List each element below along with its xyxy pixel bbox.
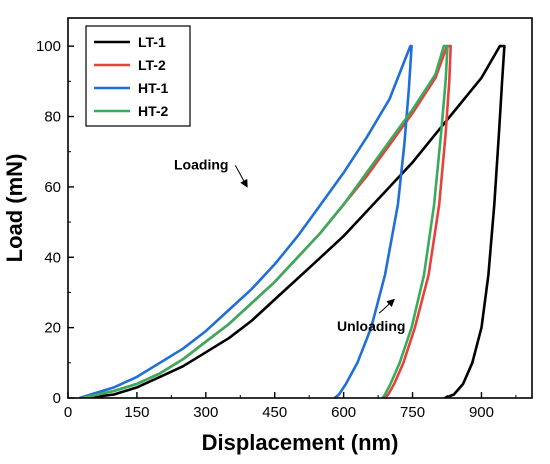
x-tick-label: 0 xyxy=(64,404,72,421)
annotation-label: Unloading xyxy=(337,318,405,334)
y-tick-label: 80 xyxy=(44,109,61,126)
x-tick-label: 750 xyxy=(400,404,425,421)
annotations: Loading Unloading xyxy=(174,156,405,334)
y-tick-label: 20 xyxy=(44,320,61,337)
annotation-label: Loading xyxy=(174,156,228,172)
plot-area xyxy=(79,44,506,398)
x-tick-label: 300 xyxy=(193,404,218,421)
annotation-arrow xyxy=(234,165,248,188)
legend-label: LT-1 xyxy=(138,34,166,50)
series-line-ht-2 xyxy=(81,44,449,398)
x-tick-label: 450 xyxy=(262,404,287,421)
y-tick-label: 60 xyxy=(44,179,61,196)
axes: 0 150 300 450 600 750 900 0 20 40 60 80 100 xyxy=(36,17,533,421)
x-tick-label: 900 xyxy=(469,404,494,421)
plot-frame xyxy=(67,17,533,399)
legend: LT-1 LT-2 HT-1 HT-2 xyxy=(85,25,191,127)
y-axis-title: Load (mN) xyxy=(2,154,27,263)
legend-label: LT-2 xyxy=(138,57,166,73)
x-axis-title: Displacement (nm) xyxy=(202,430,399,455)
legend-label: HT-1 xyxy=(138,80,169,96)
y-tick-label: 0 xyxy=(53,390,61,407)
series-line-ht-1 xyxy=(79,44,413,398)
legend-label: HT-2 xyxy=(138,103,169,119)
x-tick-label: 150 xyxy=(124,404,149,421)
x-tick-label: 600 xyxy=(331,404,356,421)
y-tick-label: 40 xyxy=(44,249,61,266)
annotation-arrow xyxy=(378,298,395,314)
series-line-lt-1 xyxy=(86,44,506,398)
y-tick-label: 100 xyxy=(36,38,61,55)
